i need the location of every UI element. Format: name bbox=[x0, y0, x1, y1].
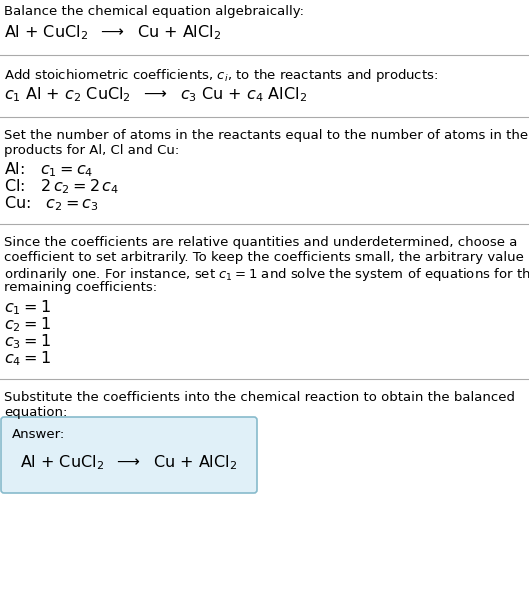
Text: Al + CuCl$_2$  $\longrightarrow$  Cu + AlCl$_2$: Al + CuCl$_2$ $\longrightarrow$ Cu + AlC… bbox=[21, 453, 238, 472]
Text: Answer:: Answer: bbox=[12, 428, 65, 441]
Text: Cl:   $2\,c_2 = 2\,c_4$: Cl: $2\,c_2 = 2\,c_4$ bbox=[4, 177, 119, 195]
Text: coefficient to set arbitrarily. To keep the coefficients small, the arbitrary va: coefficient to set arbitrarily. To keep … bbox=[4, 251, 529, 264]
Text: $c_4 = 1$: $c_4 = 1$ bbox=[4, 349, 51, 368]
Text: Since the coefficients are relative quantities and underdetermined, choose a: Since the coefficients are relative quan… bbox=[4, 236, 517, 249]
Text: remaining coefficients:: remaining coefficients: bbox=[4, 281, 157, 294]
Text: $c_1$ Al + $c_2$ CuCl$_2$  $\longrightarrow$  $c_3$ Cu + $c_4$ AlCl$_2$: $c_1$ Al + $c_2$ CuCl$_2$ $\longrightarr… bbox=[4, 85, 307, 104]
Text: Substitute the coefficients into the chemical reaction to obtain the balanced: Substitute the coefficients into the che… bbox=[4, 391, 515, 404]
Text: equation:: equation: bbox=[4, 406, 67, 419]
Text: Add stoichiometric coefficients, $c_i$, to the reactants and products:: Add stoichiometric coefficients, $c_i$, … bbox=[4, 67, 438, 84]
Text: Al:   $c_1 = c_4$: Al: $c_1 = c_4$ bbox=[4, 160, 93, 178]
Text: $c_3 = 1$: $c_3 = 1$ bbox=[4, 332, 51, 351]
FancyBboxPatch shape bbox=[1, 417, 257, 493]
Text: Cu:   $c_2 = c_3$: Cu: $c_2 = c_3$ bbox=[4, 194, 99, 212]
Text: products for Al, Cl and Cu:: products for Al, Cl and Cu: bbox=[4, 144, 179, 157]
Text: Al + CuCl$_2$  $\longrightarrow$  Cu + AlCl$_2$: Al + CuCl$_2$ $\longrightarrow$ Cu + AlC… bbox=[4, 23, 221, 42]
Text: Set the number of atoms in the reactants equal to the number of atoms in the: Set the number of atoms in the reactants… bbox=[4, 129, 528, 142]
Text: ordinarily one. For instance, set $c_1 = 1$ and solve the system of equations fo: ordinarily one. For instance, set $c_1 =… bbox=[4, 266, 529, 283]
Text: Balance the chemical equation algebraically:: Balance the chemical equation algebraica… bbox=[4, 5, 304, 18]
Text: $c_2 = 1$: $c_2 = 1$ bbox=[4, 315, 51, 334]
Text: $c_1 = 1$: $c_1 = 1$ bbox=[4, 298, 51, 317]
